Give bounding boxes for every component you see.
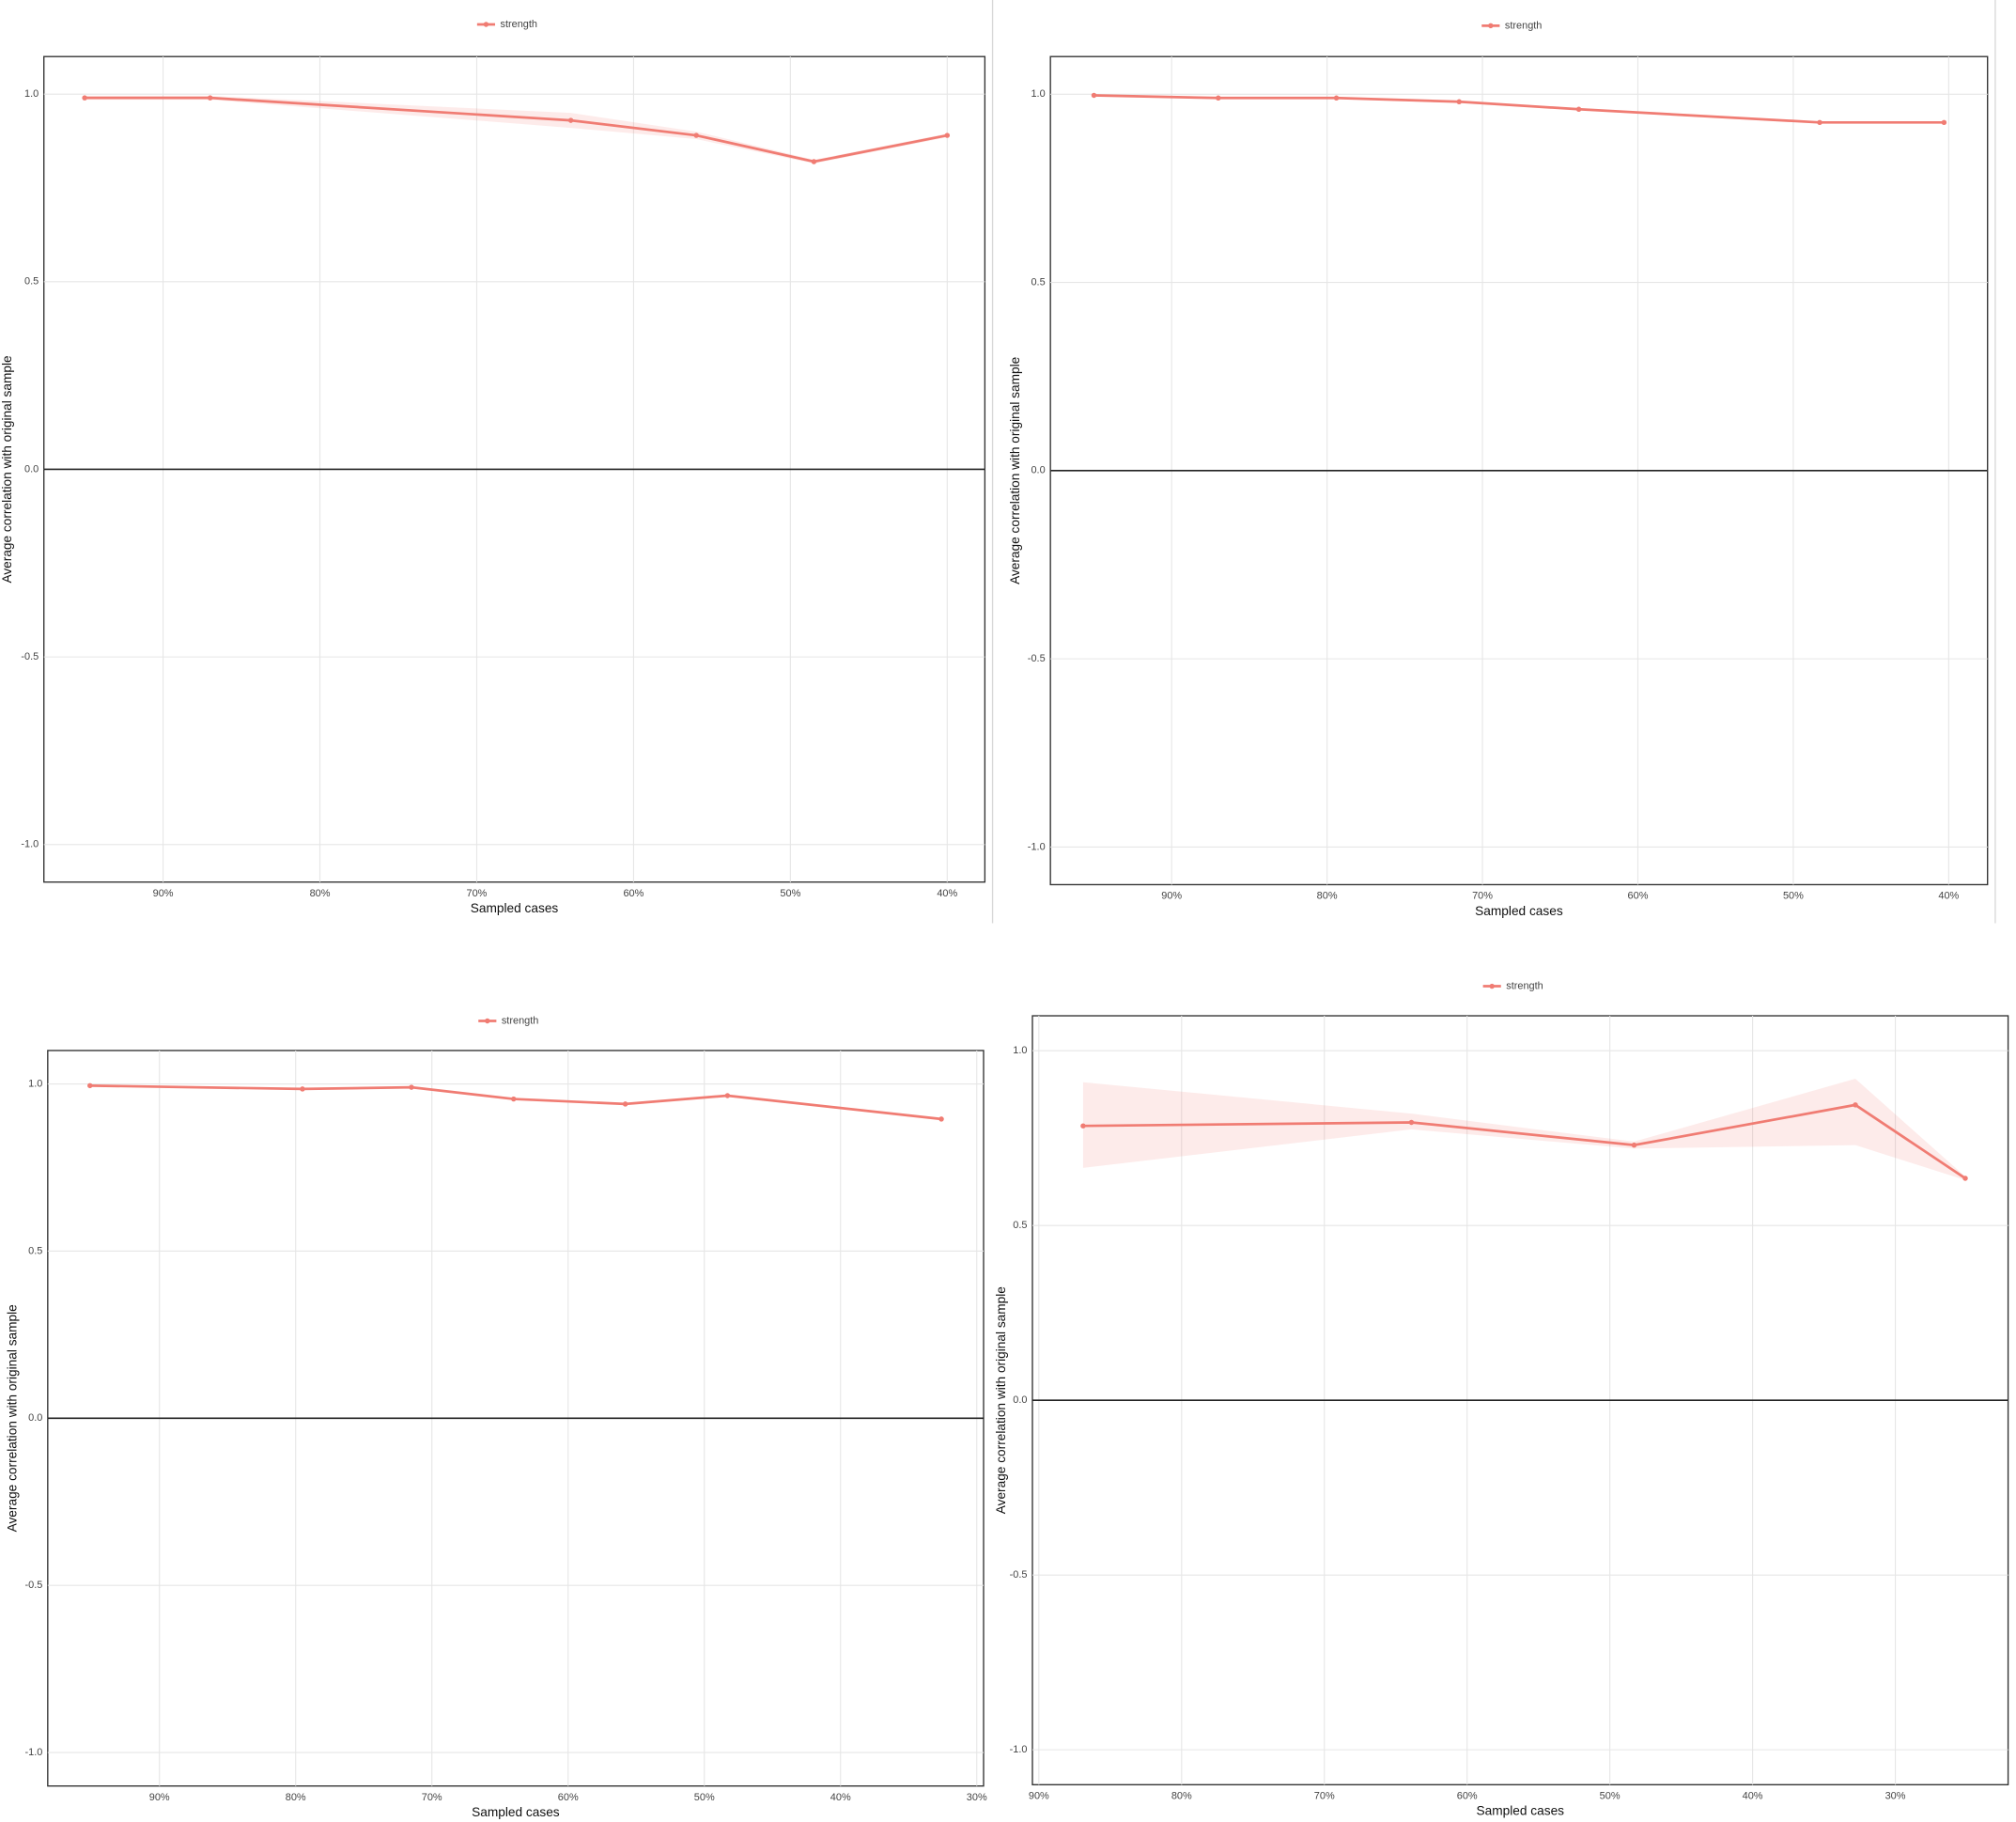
y-axis-title: Average correlation with original sample <box>5 1304 19 1532</box>
y-tick-label: -0.5 <box>1010 1569 1028 1581</box>
legend-swatch <box>1489 983 1495 989</box>
legend-swatch <box>1488 23 1494 29</box>
x-axis-title: Sampled cases <box>472 1805 560 1819</box>
y-axis-title: Average correlation with original sample <box>0 355 14 583</box>
y-tick-label: 1.0 <box>1013 1045 1027 1056</box>
x-tick-label: 80% <box>1317 891 1338 902</box>
x-tick-label: 40% <box>1743 1791 1763 1802</box>
data-point <box>409 1084 414 1090</box>
x-tick-label: 60% <box>1457 1791 1478 1802</box>
x-axis-title: Sampled cases <box>471 901 559 915</box>
x-tick-label: 60% <box>1628 891 1649 902</box>
y-tick-label: -1.0 <box>21 839 39 850</box>
data-point <box>1941 119 1947 126</box>
y-axis-title: Average correlation with original sample <box>994 1286 1008 1514</box>
data-point <box>938 1116 944 1122</box>
data-point <box>622 1101 628 1107</box>
x-tick-label: 40% <box>1938 891 1959 902</box>
x-tick-label: 30% <box>1885 1791 1906 1802</box>
y-axis-title: Average correlation with original sample <box>1008 357 1022 584</box>
data-point <box>1456 99 1462 105</box>
y-tick-label: 0.0 <box>1013 1394 1027 1406</box>
data-point <box>207 95 213 101</box>
x-axis-title: Sampled cases <box>1475 904 1563 918</box>
x-tick-label: 60% <box>558 1792 579 1803</box>
x-tick-label: 80% <box>1171 1791 1192 1802</box>
x-tick-label: 30% <box>967 1792 987 1803</box>
x-tick-label: 70% <box>467 888 488 899</box>
x-tick-label: 60% <box>623 888 644 899</box>
x-tick-label: 70% <box>1472 891 1493 902</box>
data-point <box>811 159 817 164</box>
data-point <box>1091 92 1097 99</box>
data-point <box>1817 119 1822 126</box>
y-tick-label: 1.0 <box>28 1078 42 1089</box>
legend-label: strength <box>1505 20 1543 31</box>
x-tick-label: 50% <box>1783 891 1804 902</box>
confidence-band <box>1082 1078 1966 1180</box>
x-tick-label: 70% <box>1314 1791 1335 1802</box>
y-tick-label: -0.5 <box>1028 653 1046 664</box>
x-tick-label: 40% <box>830 1792 851 1803</box>
y-tick-label: 0.0 <box>1031 465 1045 476</box>
x-tick-label: 90% <box>1161 891 1182 902</box>
data-point <box>1575 106 1582 113</box>
y-tick-label: -1.0 <box>24 1747 42 1758</box>
y-tick-label: 0.5 <box>24 276 39 288</box>
y-tick-label: 1.0 <box>1031 88 1045 100</box>
data-point <box>724 1093 731 1098</box>
legend-swatch <box>483 22 489 27</box>
data-point <box>1408 1119 1415 1126</box>
x-tick-label: 50% <box>780 888 800 899</box>
x-tick-label: 90% <box>149 1792 170 1803</box>
data-point <box>944 132 951 138</box>
x-tick-label: 70% <box>422 1792 442 1803</box>
data-point <box>1216 95 1221 101</box>
data-point <box>87 1082 93 1089</box>
data-point <box>1631 1142 1637 1148</box>
data-point <box>567 117 574 123</box>
data-line <box>85 96 948 164</box>
y-tick-label: -0.5 <box>24 1580 42 1591</box>
data-point <box>300 1086 305 1092</box>
y-tick-label: 0.0 <box>24 463 39 475</box>
x-tick-label: 40% <box>937 888 957 899</box>
data-point <box>510 1096 517 1102</box>
y-tick-label: 1.0 <box>24 88 39 100</box>
legend-label: strength <box>502 1015 539 1026</box>
x-tick-label: 50% <box>1600 1791 1621 1802</box>
y-tick-label: -1.0 <box>1010 1744 1028 1755</box>
data-point <box>1962 1176 1968 1181</box>
x-tick-label: 80% <box>286 1792 306 1803</box>
data-point <box>1853 1102 1858 1108</box>
y-tick-label: 0.5 <box>28 1245 42 1256</box>
legend-label: strength <box>500 19 537 30</box>
legend-swatch <box>485 1018 490 1024</box>
data-point <box>1080 1123 1086 1129</box>
y-tick-label: 0.5 <box>1013 1220 1027 1231</box>
data-point <box>82 95 87 101</box>
x-tick-label: 50% <box>694 1792 715 1803</box>
y-tick-label: 0.5 <box>1031 276 1045 288</box>
data-point <box>1333 95 1340 101</box>
x-tick-label: 80% <box>310 888 331 899</box>
x-tick-label: 90% <box>1029 1791 1049 1802</box>
legend-label: strength <box>1506 980 1543 991</box>
data-point <box>693 132 699 138</box>
x-tick-label: 90% <box>153 888 174 899</box>
y-tick-label: -1.0 <box>1028 841 1046 852</box>
y-tick-label: 0.0 <box>28 1412 42 1424</box>
y-tick-label: -0.5 <box>21 651 39 662</box>
x-axis-title: Sampled cases <box>1477 1804 1565 1818</box>
